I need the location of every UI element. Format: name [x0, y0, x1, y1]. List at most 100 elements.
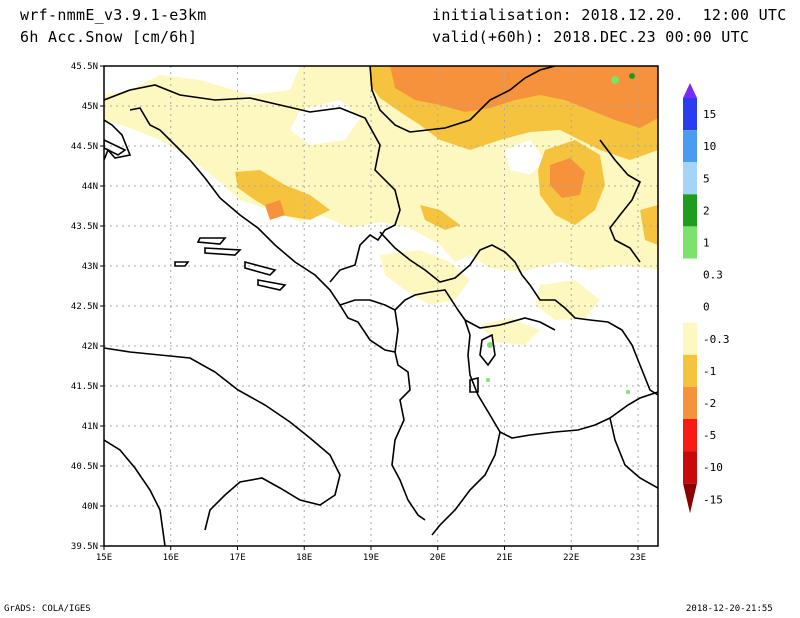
border	[609, 417, 658, 489]
lon-label: 16E	[163, 553, 179, 563]
colorbar-label: 2	[703, 204, 710, 217]
lake	[469, 376, 479, 393]
snow-spot-green	[611, 76, 619, 84]
longitude-labels: 15E 16E 17E 18E 19E 20E 21E 22E 23E	[96, 546, 646, 563]
border	[599, 139, 642, 263]
colorbar-label: -0.3	[703, 333, 730, 346]
colorbar-label: -15	[703, 493, 723, 506]
field-title: 6h Acc.Snow [cm/6h]	[20, 28, 198, 46]
colorbar-swatch	[683, 322, 697, 355]
snow-spot-green	[486, 378, 490, 382]
snow-area-medium	[640, 205, 658, 245]
lat-label: 40N	[82, 502, 98, 512]
snow-area-heavy	[265, 200, 285, 220]
island	[257, 279, 287, 291]
lon-label: 19E	[363, 553, 379, 563]
colorbar-label: -2	[703, 397, 716, 410]
coastlines-borders	[104, 66, 658, 546]
lat-label: 45.5N	[71, 62, 98, 72]
colorbar-label: -10	[703, 461, 723, 474]
snow-area-light	[380, 250, 470, 305]
lon-label: 23E	[630, 553, 646, 563]
colorbar-swatch	[683, 194, 697, 227]
border	[464, 319, 658, 439]
model-title: wrf-nmmE_v3.9.1-e3km	[20, 6, 207, 24]
snow-gap	[104, 66, 300, 95]
colorbar: 15 10 5 2 1 0.3 0 -0.3 -1 -2 -5 -10 -15	[683, 83, 730, 514]
snow-spot-green	[629, 73, 635, 79]
colorbar-swatch	[683, 451, 697, 484]
border	[464, 317, 556, 331]
lake	[479, 333, 496, 367]
colorbar-label: 0	[703, 301, 710, 314]
snow-area-light	[535, 280, 600, 320]
colorbar-swatch	[683, 290, 697, 323]
lat-label: 43N	[82, 262, 98, 272]
lat-label: 40.5N	[71, 462, 98, 472]
colorbar-label: 10	[703, 140, 716, 153]
initialisation-time: initialisation: 2018.12.20. 12:00 UTC	[432, 6, 787, 24]
lat-label: 43.5N	[71, 222, 98, 232]
border	[369, 66, 411, 133]
grid-lines	[104, 66, 658, 546]
colorbar-label: -5	[703, 429, 716, 442]
lon-label: 18E	[296, 553, 312, 563]
border	[431, 431, 501, 536]
snow-area-light	[480, 318, 540, 345]
valid-time: valid(+60h): 2018.DEC.23 00:00 UTC	[432, 28, 750, 46]
footer-timestamp: 2018-12-20-21:55	[686, 604, 773, 614]
island	[104, 139, 127, 156]
lon-label: 15E	[96, 553, 112, 563]
colorbar-swatch	[683, 419, 697, 452]
lat-label: 44N	[82, 182, 98, 192]
snow-area-heavy	[390, 66, 658, 128]
colorbar-arrow-bottom	[683, 483, 697, 514]
colorbar-swatch	[683, 98, 697, 131]
colorbar-label: 15	[703, 108, 716, 121]
colorbar-arrow-top	[683, 83, 697, 98]
coastline	[104, 347, 341, 531]
coastline	[104, 439, 166, 546]
snow-gap	[505, 140, 545, 175]
lat-label: 39.5N	[71, 542, 98, 552]
colorbar-label: 1	[703, 236, 710, 249]
colorbar-swatch	[683, 354, 697, 387]
island	[196, 237, 227, 245]
colorbar-swatch	[683, 130, 697, 163]
lon-label: 17E	[229, 553, 245, 563]
colorbar-swatch	[683, 386, 697, 419]
coastline	[129, 107, 426, 521]
lat-label: 41N	[82, 422, 98, 432]
snow-spot-green	[626, 390, 630, 394]
lon-label: 20E	[430, 553, 446, 563]
lon-label: 22E	[563, 553, 579, 563]
island	[174, 261, 190, 267]
lat-label: 45N	[82, 102, 98, 112]
lon-label: 21E	[496, 553, 512, 563]
colorbar-swatch	[683, 226, 697, 259]
snow-area-medium	[420, 205, 460, 230]
island	[204, 247, 242, 256]
colorbar-swatch	[683, 258, 697, 291]
border	[409, 66, 556, 133]
border	[394, 309, 399, 353]
border	[339, 289, 466, 321]
colorbar-label: 5	[703, 172, 710, 185]
snow-area-heavy	[550, 158, 585, 198]
snow-spot-green	[487, 342, 493, 348]
footer-software: GrADS: COLA/IGES	[4, 604, 91, 614]
latitude-labels: 45.5N 45N 44.5N 44N 43.5N 43N 42.5N 42N 41.5N 41N…	[71, 62, 104, 552]
lat-label: 41.5N	[71, 382, 98, 392]
colorbar-swatch	[683, 162, 697, 195]
border	[104, 84, 401, 283]
island	[244, 260, 277, 276]
lat-label: 42N	[82, 342, 98, 352]
colorbar-label: -1	[703, 365, 716, 378]
colorbar-label: 0.3	[703, 269, 723, 282]
snow-area-medium	[235, 170, 330, 220]
snow-field	[104, 66, 658, 394]
lat-label: 44.5N	[71, 142, 98, 152]
lat-label: 42.5N	[71, 302, 98, 312]
border	[379, 231, 658, 396]
